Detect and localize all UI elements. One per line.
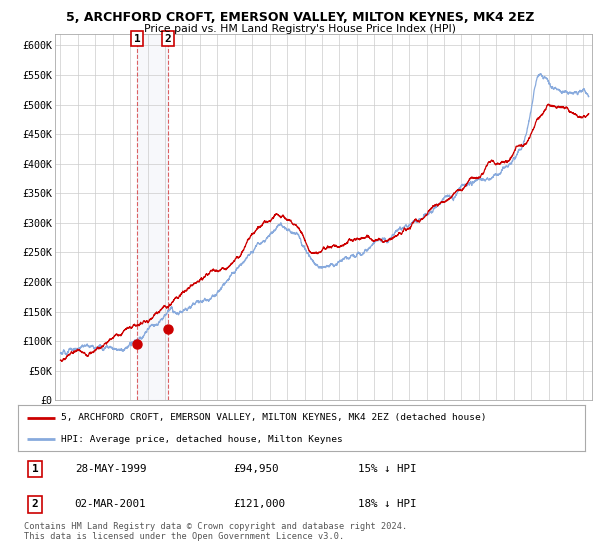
Text: 18% ↓ HPI: 18% ↓ HPI [358, 499, 416, 509]
Text: 02-MAR-2001: 02-MAR-2001 [75, 499, 146, 509]
Bar [137, 34, 168, 400]
Text: 5, ARCHFORD CROFT, EMERSON VALLEY, MILTON KEYNES, MK4 2EZ: 5, ARCHFORD CROFT, EMERSON VALLEY, MILTO… [66, 11, 534, 24]
Text: HPI: Average price, detached house, Milton Keynes: HPI: Average price, detached house, Milt… [61, 435, 342, 444]
Text: 2: 2 [32, 499, 38, 509]
Text: 5, ARCHFORD CROFT, EMERSON VALLEY, MILTON KEYNES, MK4 2EZ (detached house): 5, ARCHFORD CROFT, EMERSON VALLEY, MILTO… [61, 413, 486, 422]
Text: £94,950: £94,950 [233, 464, 279, 474]
Text: 2: 2 [164, 34, 172, 44]
Text: 1: 1 [134, 34, 140, 44]
Text: 1: 1 [32, 464, 38, 474]
Text: 15% ↓ HPI: 15% ↓ HPI [358, 464, 416, 474]
Text: Price paid vs. HM Land Registry's House Price Index (HPI): Price paid vs. HM Land Registry's House … [144, 24, 456, 34]
Text: £121,000: £121,000 [233, 499, 286, 509]
Text: 28-MAY-1999: 28-MAY-1999 [75, 464, 146, 474]
Text: Contains HM Land Registry data © Crown copyright and database right 2024.
This d: Contains HM Land Registry data © Crown c… [24, 522, 407, 542]
